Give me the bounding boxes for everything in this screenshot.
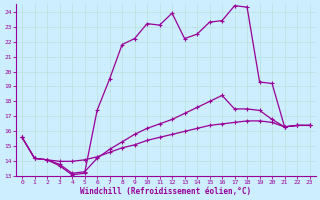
X-axis label: Windchill (Refroidissement éolien,°C): Windchill (Refroidissement éolien,°C) bbox=[80, 187, 252, 196]
